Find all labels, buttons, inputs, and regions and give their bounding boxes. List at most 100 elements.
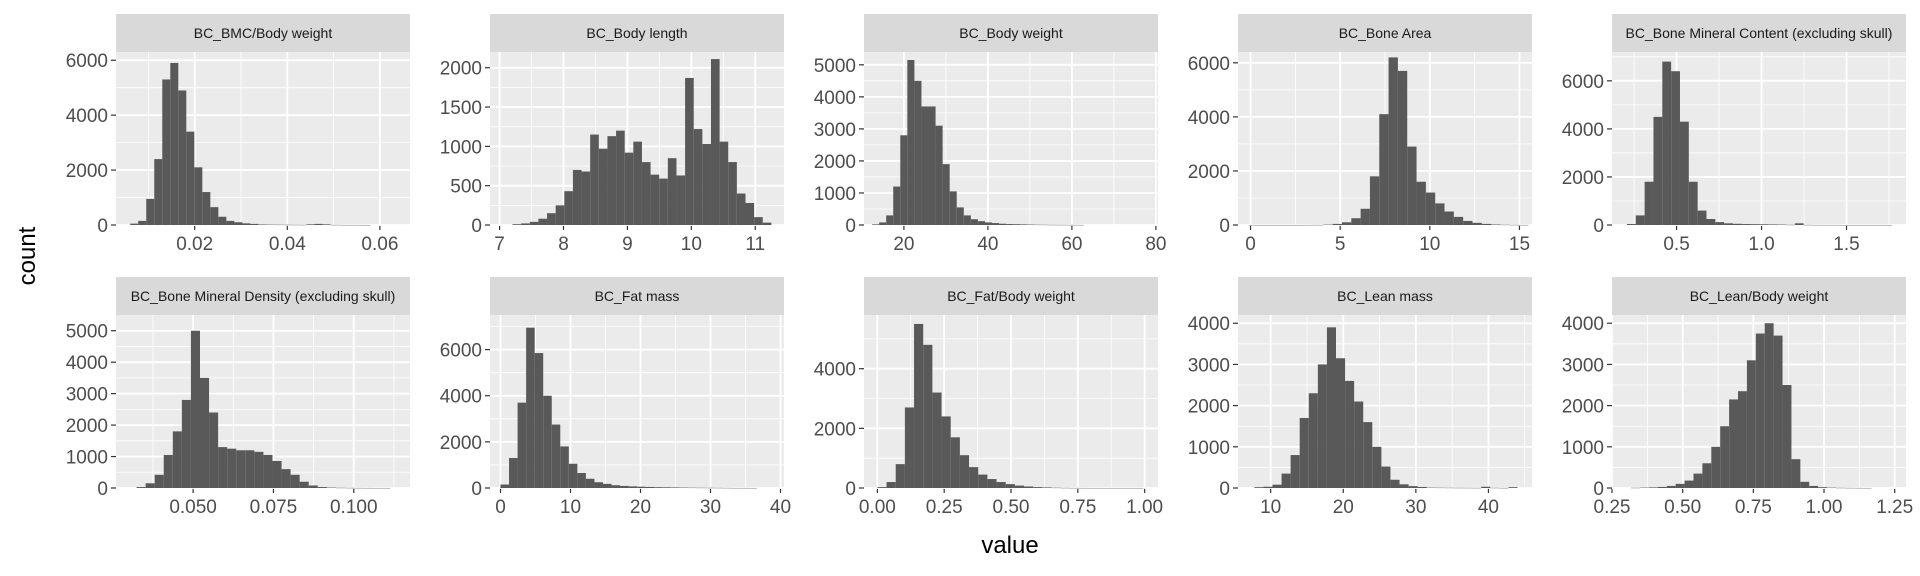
y-tick-label: 0 xyxy=(97,216,108,237)
histogram-bar xyxy=(977,221,985,225)
histogram-bar xyxy=(210,207,219,225)
histogram-bar xyxy=(633,141,642,225)
panel-strip xyxy=(116,277,410,315)
histogram-bar xyxy=(1626,224,1636,225)
histogram-bar xyxy=(585,478,595,488)
histogram-bar xyxy=(1345,380,1355,488)
histogram-bar xyxy=(1372,446,1382,488)
x-tick-label: 40 xyxy=(1478,497,1499,518)
histogram-bar xyxy=(590,134,599,225)
y-tick-label: 4000 xyxy=(1188,314,1230,335)
y-tick-label: 4000 xyxy=(440,387,482,408)
x-tick-label: 0.100 xyxy=(330,497,378,518)
panel-strip xyxy=(490,277,784,315)
x-tick-label: 0 xyxy=(1245,234,1256,255)
x-tick-label: 1.25 xyxy=(1876,497,1913,518)
histogram-bar xyxy=(620,485,629,488)
histogram-bar xyxy=(1794,223,1804,225)
x-axis-title: value xyxy=(981,532,1038,559)
y-tick-label: 2000 xyxy=(440,59,482,80)
histogram-bar xyxy=(181,399,191,488)
histogram-bar xyxy=(1750,224,1760,225)
histogram-bar xyxy=(1033,487,1043,488)
histogram-bar xyxy=(1635,215,1645,225)
x-tick-label: 1.00 xyxy=(1806,497,1843,518)
histogram-bar xyxy=(138,220,147,225)
x-tick-label: 10 xyxy=(1260,497,1281,518)
histogram-bar xyxy=(202,192,211,225)
histogram-bar xyxy=(555,205,565,225)
histogram-bar xyxy=(914,80,922,225)
panel-strip-title: BC_BMC/Body weight xyxy=(194,25,333,41)
y-tick-label: 1000 xyxy=(814,184,856,205)
panel-strip-title: BC_Bone Area xyxy=(1339,25,1432,41)
y-axis-title: count xyxy=(14,226,41,285)
histogram-bar xyxy=(581,171,591,225)
histogram-bar xyxy=(1481,486,1491,488)
histogram-bar xyxy=(186,131,195,225)
y-tick-label: 6000 xyxy=(1562,72,1604,93)
histogram-bar xyxy=(512,224,522,225)
histogram-bar xyxy=(1684,480,1694,488)
histogram-bar xyxy=(728,162,737,225)
x-tick-label: 7 xyxy=(494,234,505,255)
histogram-bar xyxy=(1453,216,1464,225)
panel: BC_Fat mass 0 10 20 30 40 0 2000 4000 6000 xyxy=(440,277,791,518)
histogram-bar xyxy=(1481,223,1492,225)
x-tick-label: 40 xyxy=(977,234,998,255)
histogram-bar xyxy=(218,447,228,488)
panel: BC_Lean/Body weight 0.25 0.50 0.75 1.00 1.25 0… xyxy=(1562,277,1913,518)
histogram-bar xyxy=(1715,222,1725,225)
y-tick-label: 3000 xyxy=(814,120,856,141)
histogram-bar xyxy=(538,218,548,225)
y-tick-label: 0 xyxy=(1593,479,1604,500)
panel: BC_Bone Area 0 5 10 15 0 2000 4000 6000 xyxy=(1188,14,1532,255)
histogram-bar xyxy=(1782,385,1792,488)
histogram-bar xyxy=(1773,335,1783,488)
y-tick-label: 3000 xyxy=(66,385,108,406)
y-tick-label: 1500 xyxy=(440,98,482,119)
histogram-bar xyxy=(1281,473,1291,488)
histogram-bar xyxy=(190,330,200,488)
histogram-bar xyxy=(702,144,711,225)
histogram-bar xyxy=(628,486,638,488)
histogram-bar xyxy=(1417,486,1427,488)
histogram-bar xyxy=(650,174,660,225)
y-tick-label: 1000 xyxy=(66,448,108,469)
panel-strip-title: BC_Bone Mineral Content (excluding skull… xyxy=(1626,25,1893,41)
histogram-bar xyxy=(1666,485,1676,488)
histogram-bar xyxy=(564,191,573,225)
histogram-bar xyxy=(509,458,518,488)
y-tick-label: 2000 xyxy=(1562,397,1604,418)
histogram-bar xyxy=(560,446,569,488)
y-tick-label: 500 xyxy=(450,177,482,198)
histogram-bar xyxy=(1472,222,1482,225)
histogram-bar xyxy=(236,450,246,488)
histogram-bar xyxy=(194,167,203,225)
y-tick-label: 4000 xyxy=(1562,120,1604,141)
histogram-bar xyxy=(886,482,896,488)
y-tick-label: 1000 xyxy=(1188,438,1230,459)
histogram-bar xyxy=(641,162,651,225)
histogram-bar xyxy=(1388,57,1398,225)
histogram-bar xyxy=(1407,146,1417,225)
histogram-bar xyxy=(637,486,646,488)
x-tick-label: 0.075 xyxy=(250,497,298,518)
histogram-bar xyxy=(529,221,539,225)
histogram-bar xyxy=(877,487,887,488)
histogram-bar xyxy=(1351,218,1361,225)
histogram-bar xyxy=(1290,455,1300,488)
histogram-bar xyxy=(928,106,936,225)
panel: BC_BMC/Body weight 0.02 0.04 0.06 0 2000 4000 6… xyxy=(66,14,410,255)
histogram-bar xyxy=(1332,223,1342,225)
histogram-bar xyxy=(543,395,552,488)
histogram-bar xyxy=(1354,401,1364,488)
histogram-bar xyxy=(1390,479,1400,488)
x-tick-label: 15 xyxy=(1509,234,1530,255)
y-tick-label: 2000 xyxy=(1188,162,1230,183)
histogram-bar xyxy=(163,454,173,488)
histogram-bar xyxy=(950,437,960,488)
x-tick-label: 0.75 xyxy=(1735,497,1772,518)
histogram-bar xyxy=(154,474,164,488)
